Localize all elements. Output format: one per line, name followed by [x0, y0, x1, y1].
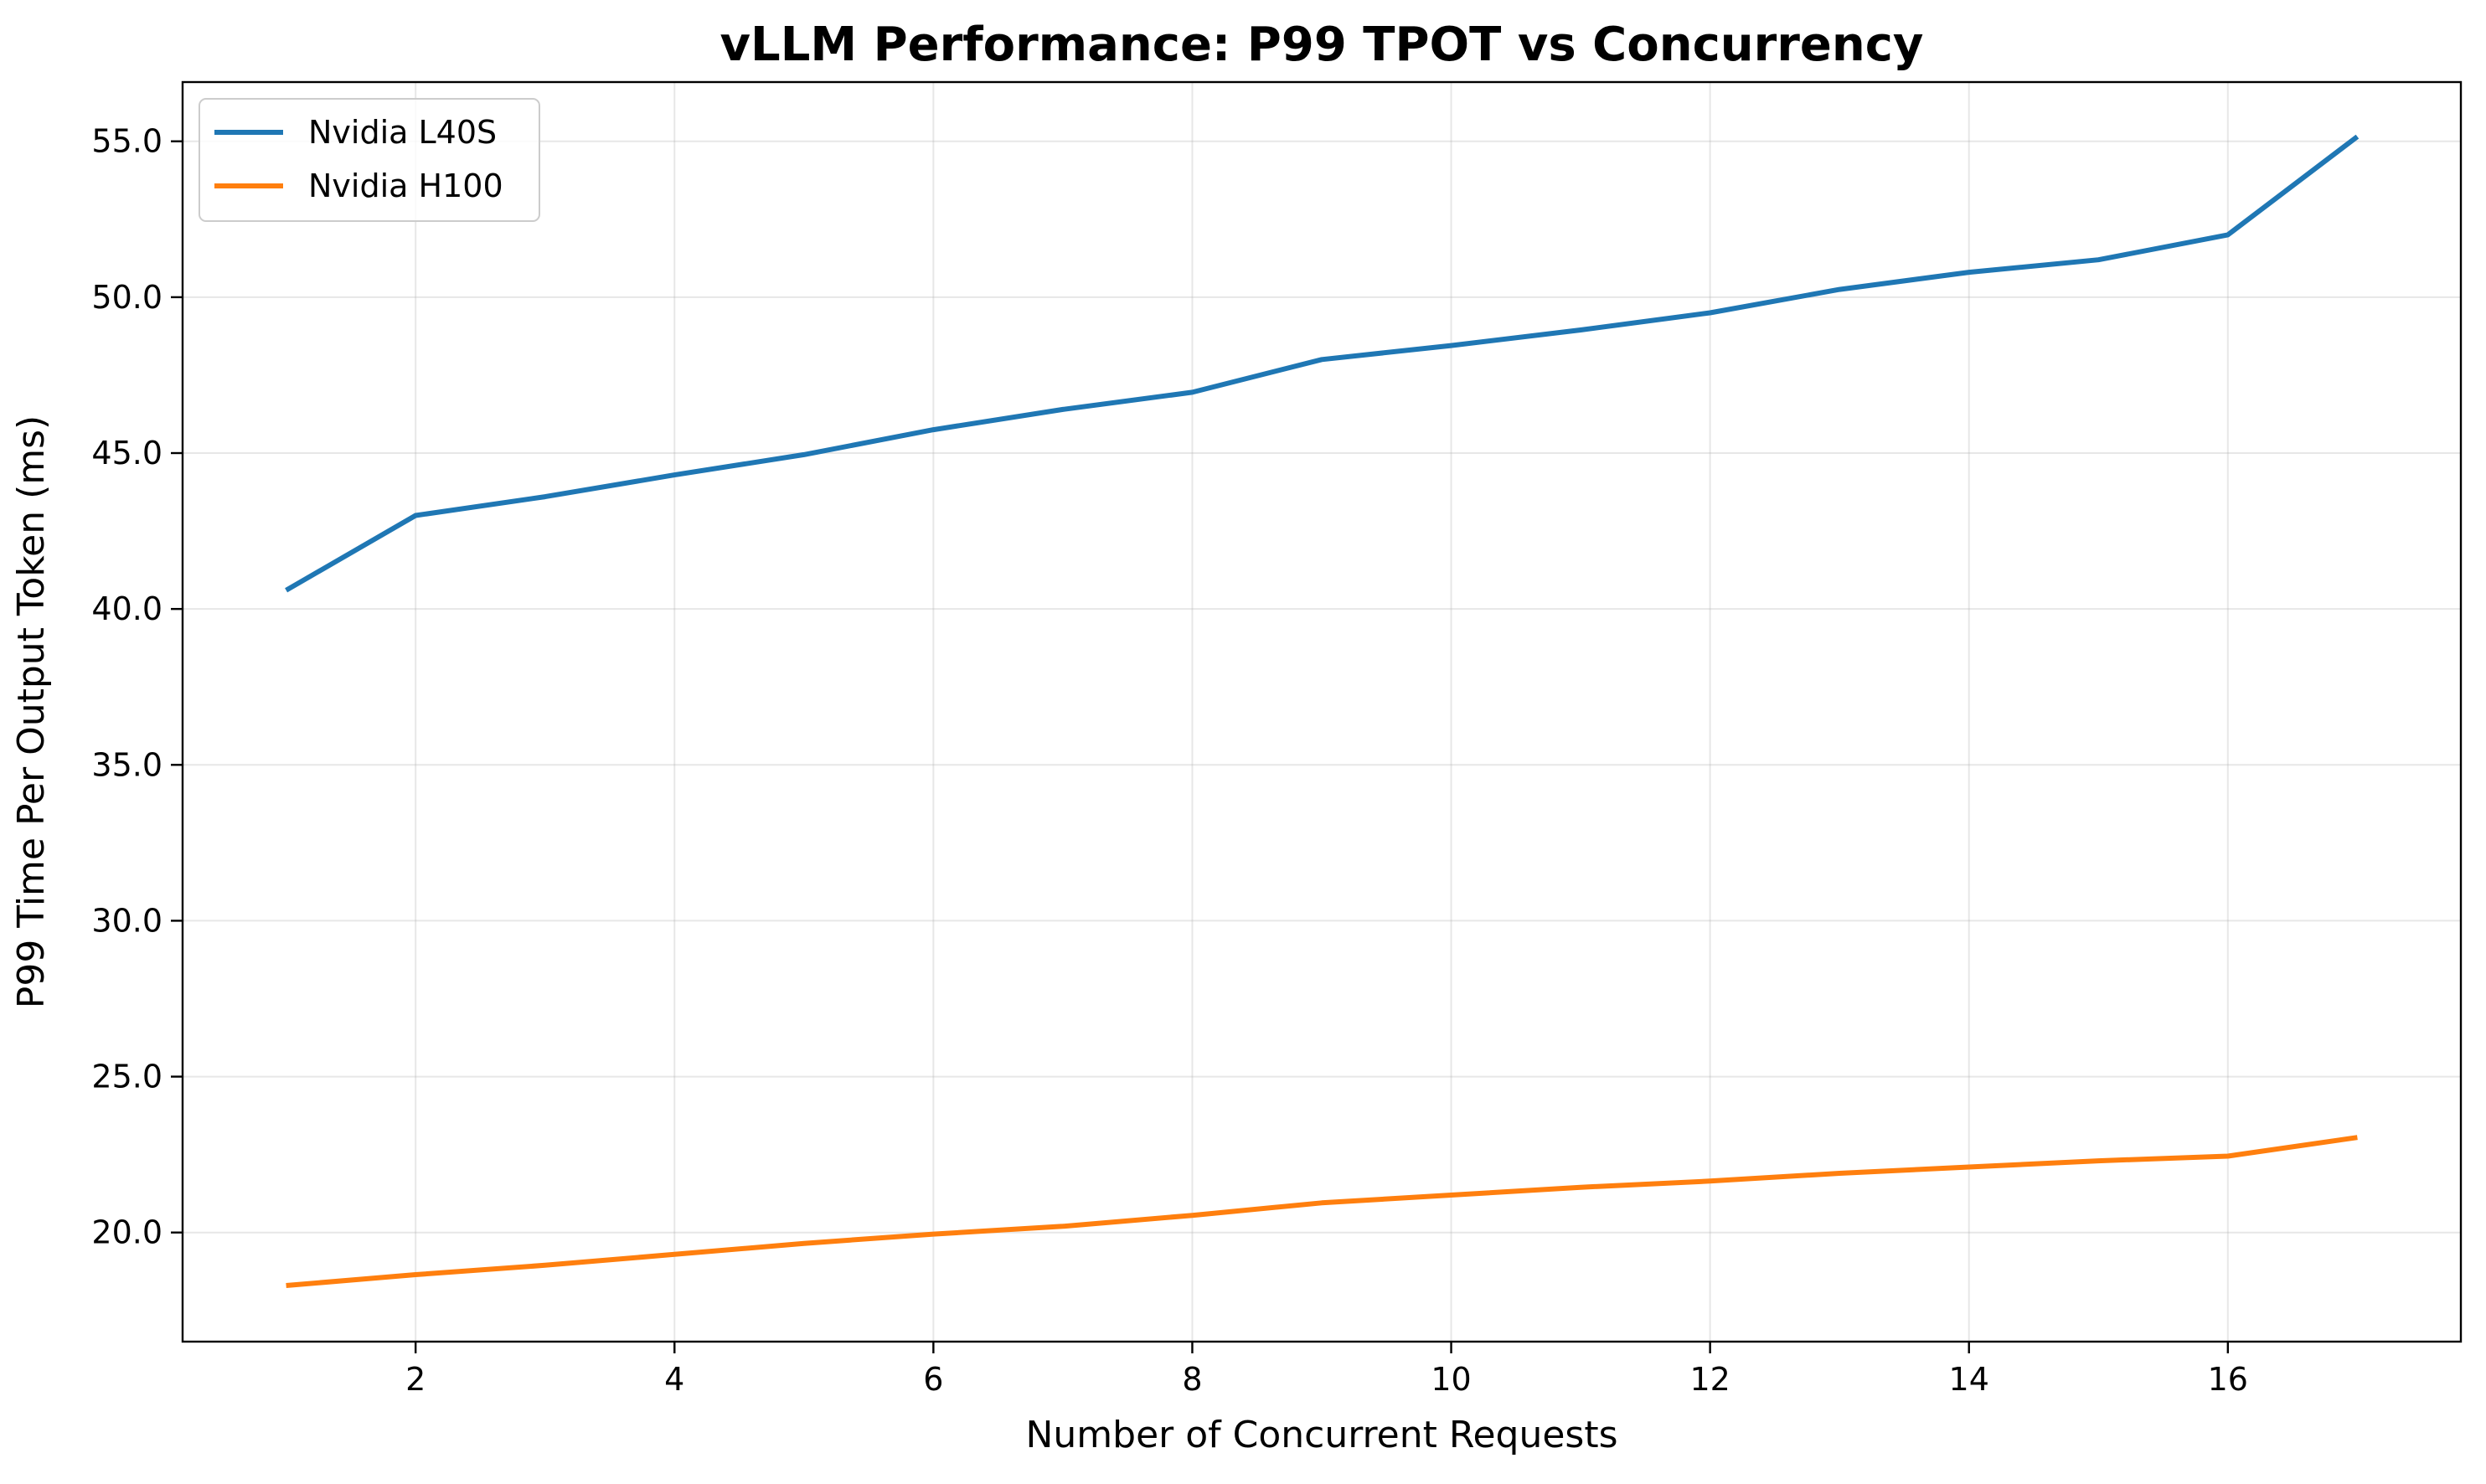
x-tick-label: 10 — [1431, 1361, 1471, 1398]
legend-label: Nvidia H100 — [308, 167, 503, 204]
x-axis-label: Number of Concurrent Requests — [1025, 1414, 1617, 1456]
x-tick-label: 2 — [405, 1361, 426, 1398]
series-lines — [285, 134, 2360, 1288]
y-axis-ticks: 20.0 25.0 30.0 35.0 40.0 45.0 50.0 55.0 — [91, 123, 183, 1251]
x-tick-label: 16 — [2208, 1361, 2248, 1398]
legend-label: Nvidia L40S — [308, 114, 497, 151]
series-line-2 — [286, 1135, 2358, 1288]
y-tick-label: 35.0 — [91, 746, 162, 783]
y-tick-label: 25.0 — [91, 1059, 162, 1095]
legend-box — [199, 98, 540, 222]
y-tick-label: 30.0 — [91, 902, 162, 939]
legend: Nvidia L40S Nvidia H100 — [199, 98, 540, 222]
x-tick-label: 4 — [664, 1361, 684, 1398]
x-tick-label: 6 — [923, 1361, 943, 1398]
y-tick-label: 20.0 — [91, 1214, 162, 1251]
x-tick-label: 12 — [1689, 1361, 1730, 1398]
series-line-1 — [285, 134, 2360, 593]
x-tick-label: 14 — [1949, 1361, 1989, 1398]
grid — [183, 82, 2461, 1342]
plot-frame — [181, 80, 2463, 1343]
y-tick-label: 40.0 — [91, 590, 162, 627]
y-tick-label: 45.0 — [91, 435, 162, 471]
x-tick-label: 8 — [1182, 1361, 1202, 1398]
y-axis-label: P99 Time Per Output Token (ms) — [10, 415, 53, 1008]
chart-title: vLLM Performance: P99 TPOT vs Concurrenc… — [720, 18, 1924, 72]
x-axis-ticks: 2 4 6 8 10 12 14 16 — [405, 1342, 2248, 1398]
y-tick-label: 55.0 — [91, 123, 162, 160]
y-tick-label: 50.0 — [91, 279, 162, 316]
